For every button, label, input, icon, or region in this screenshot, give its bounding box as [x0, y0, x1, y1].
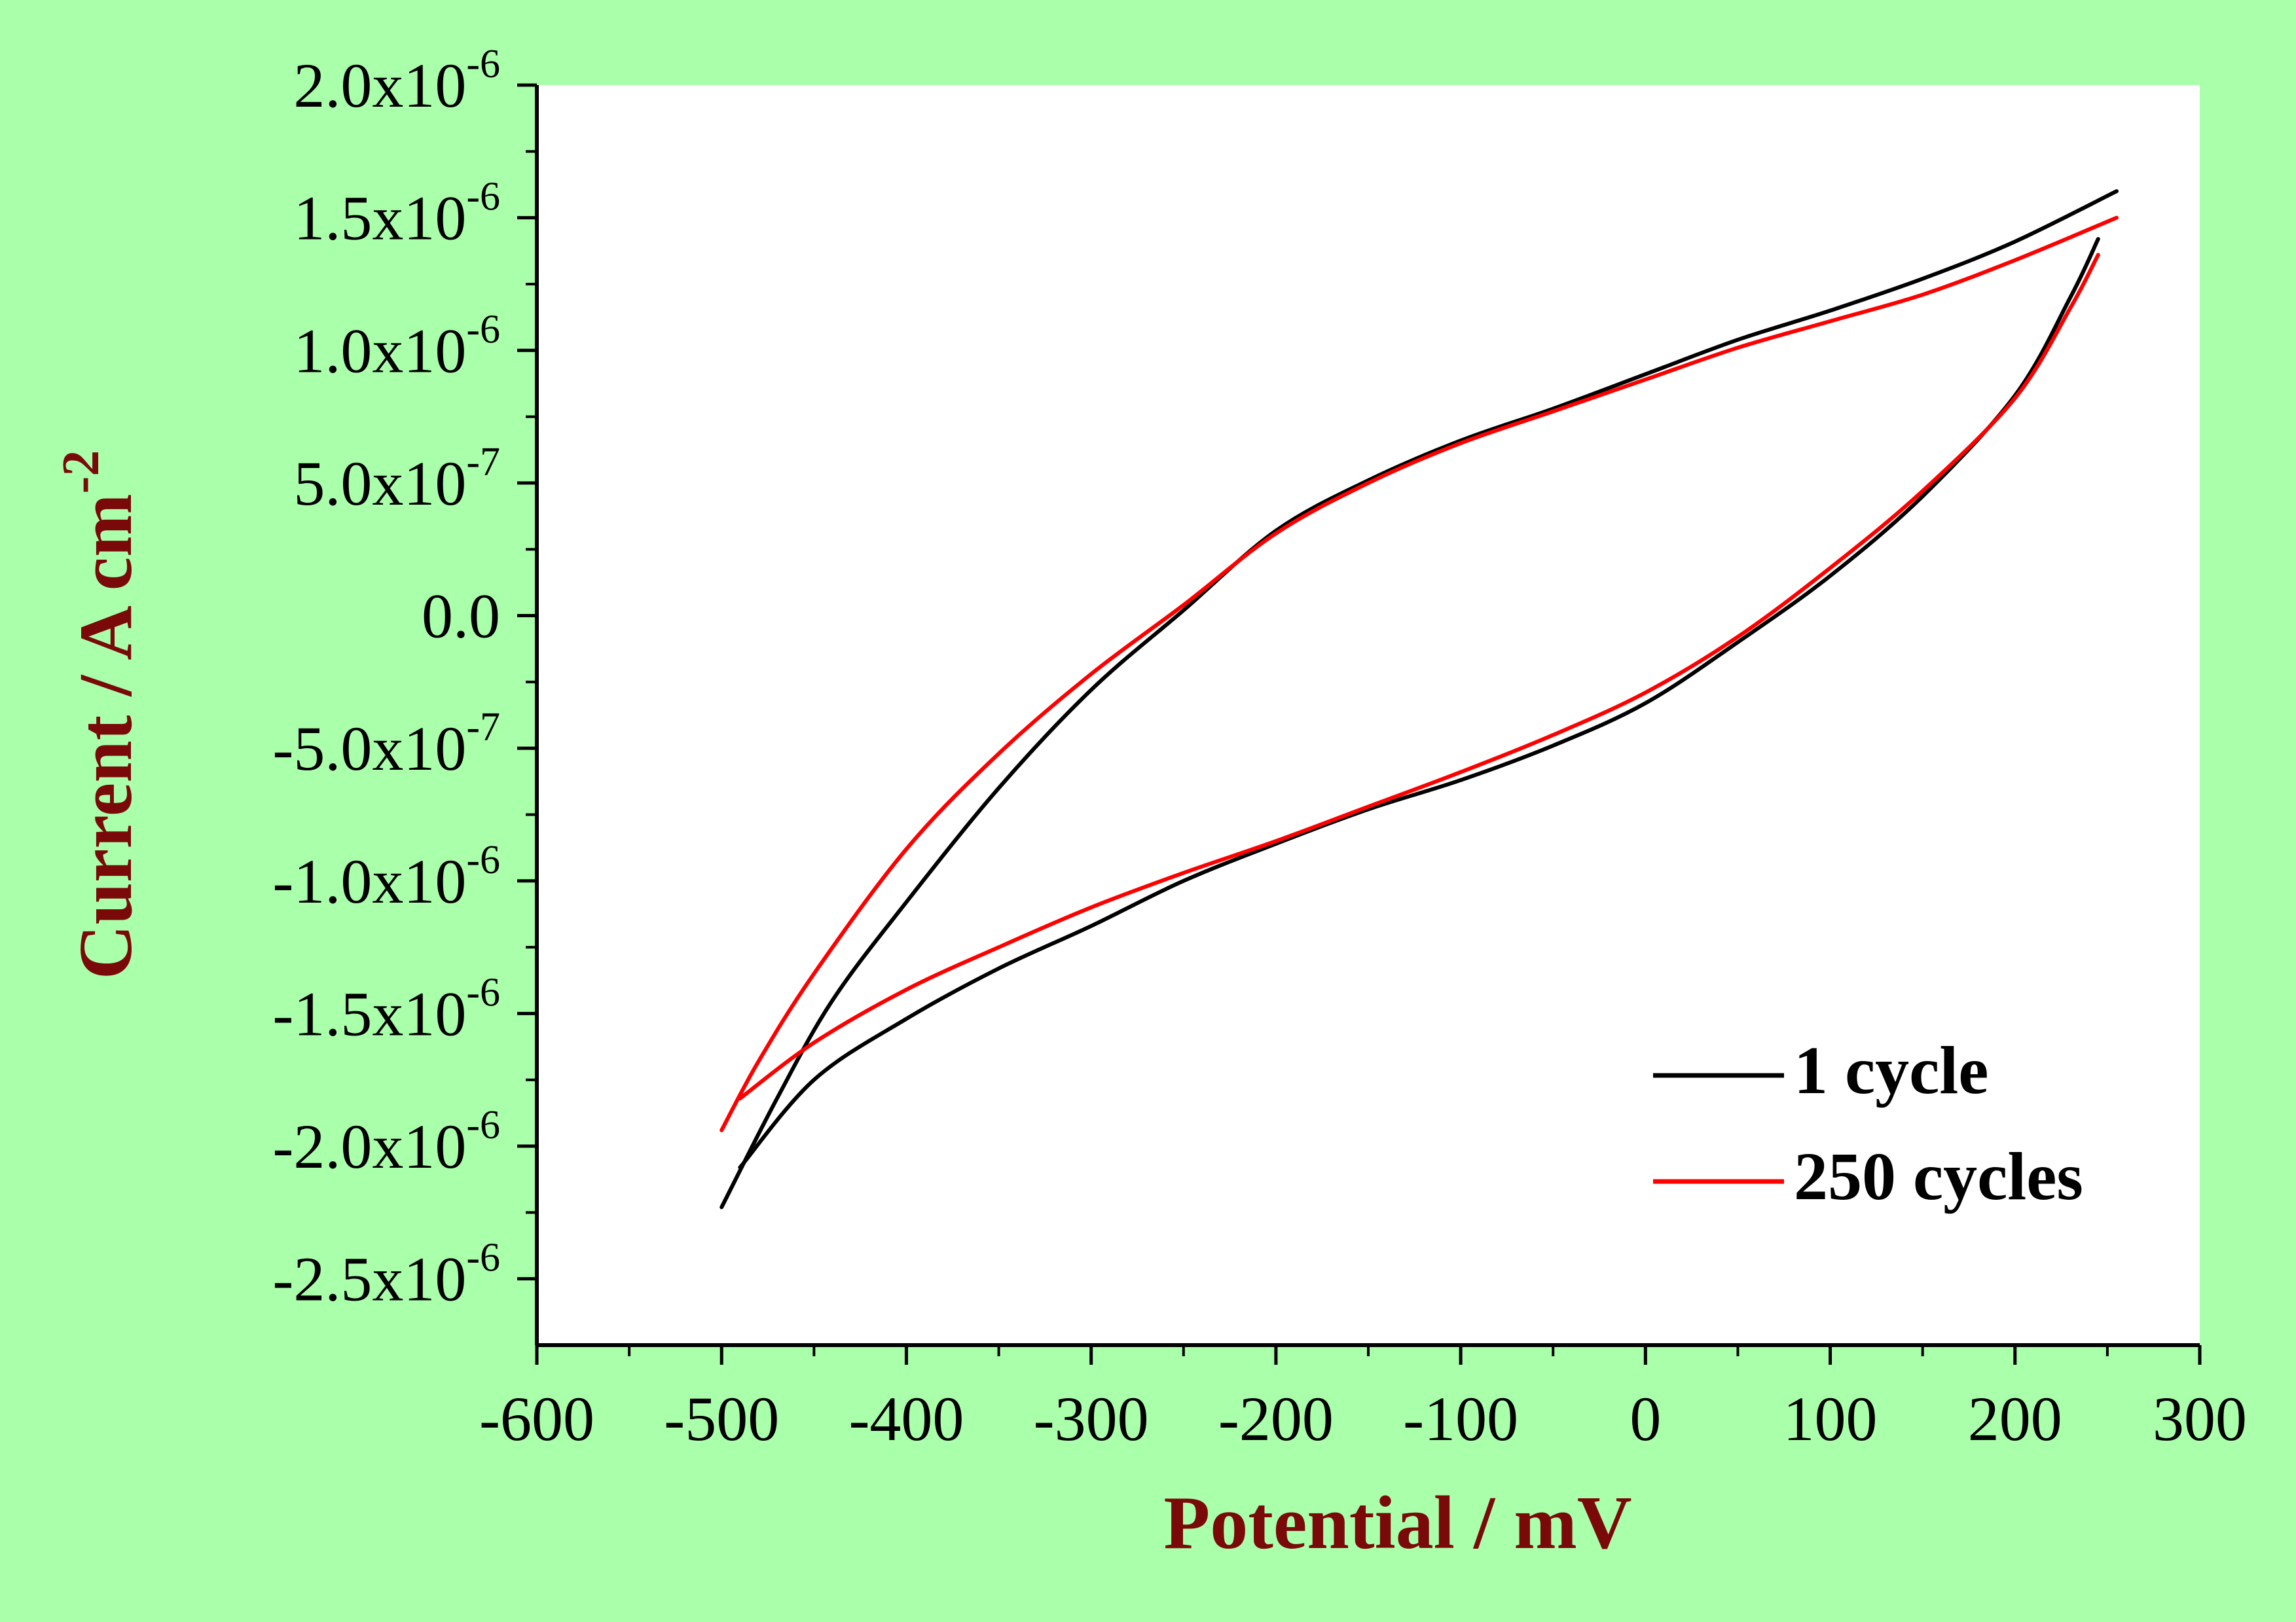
legend-label-2: 250 cycles: [1794, 1139, 2083, 1214]
legend: 1 cycle 250 cycles: [1653, 1033, 2083, 1214]
y-tick-label: 2.0x10-6: [293, 42, 500, 120]
y-tick-label: 1.5x10-6: [293, 175, 500, 253]
series-line-2: [720, 215, 2119, 1132]
y-axis-title: Current / A cm-2: [52, 450, 148, 980]
series-layer: [720, 189, 2119, 1210]
x-tick-label: -200: [1218, 1384, 1334, 1454]
y-tick-label: -1.5x10-6: [272, 970, 500, 1049]
y-axis-title-main: Current / A cm: [64, 494, 148, 979]
x-tick-label: 100: [1783, 1384, 1878, 1454]
x-tick-label: -500: [664, 1384, 779, 1454]
series-line-0: [720, 189, 2119, 1210]
series-line-1: [738, 237, 2100, 1170]
y-tick-label: 1.0x10-6: [293, 307, 500, 386]
x-tick-label: -300: [1034, 1384, 1149, 1454]
y-tick-label: 5.0x10-7: [293, 440, 500, 518]
y-tick-label: -2.0x10-6: [272, 1103, 500, 1181]
legend-label-1: 1 cycle: [1794, 1033, 1988, 1108]
x-tick-label: -600: [479, 1384, 594, 1454]
x-tick-label: -400: [848, 1384, 964, 1454]
ticks-layer: -600 -500 -400 -300 -200 -100 0 100 200 300 2.0x10…: [272, 42, 2247, 1454]
x-axis-title: Potential / mV: [1163, 1481, 1631, 1565]
y-axis-title-sup: -2: [52, 450, 110, 494]
series-line-3: [738, 253, 2100, 1101]
y-tick-label: -5.0x10-7: [272, 705, 500, 784]
y-tick-label: 0.0: [422, 581, 500, 651]
y-tick-label: -2.5x10-6: [272, 1236, 500, 1314]
x-tick-label: 200: [1968, 1384, 2062, 1454]
x-tick-label: 0: [1630, 1384, 1661, 1454]
x-tick-label: 300: [2153, 1384, 2247, 1454]
y-tick-label: -1.0x10-6: [272, 838, 500, 916]
x-tick-label: -100: [1403, 1384, 1518, 1454]
